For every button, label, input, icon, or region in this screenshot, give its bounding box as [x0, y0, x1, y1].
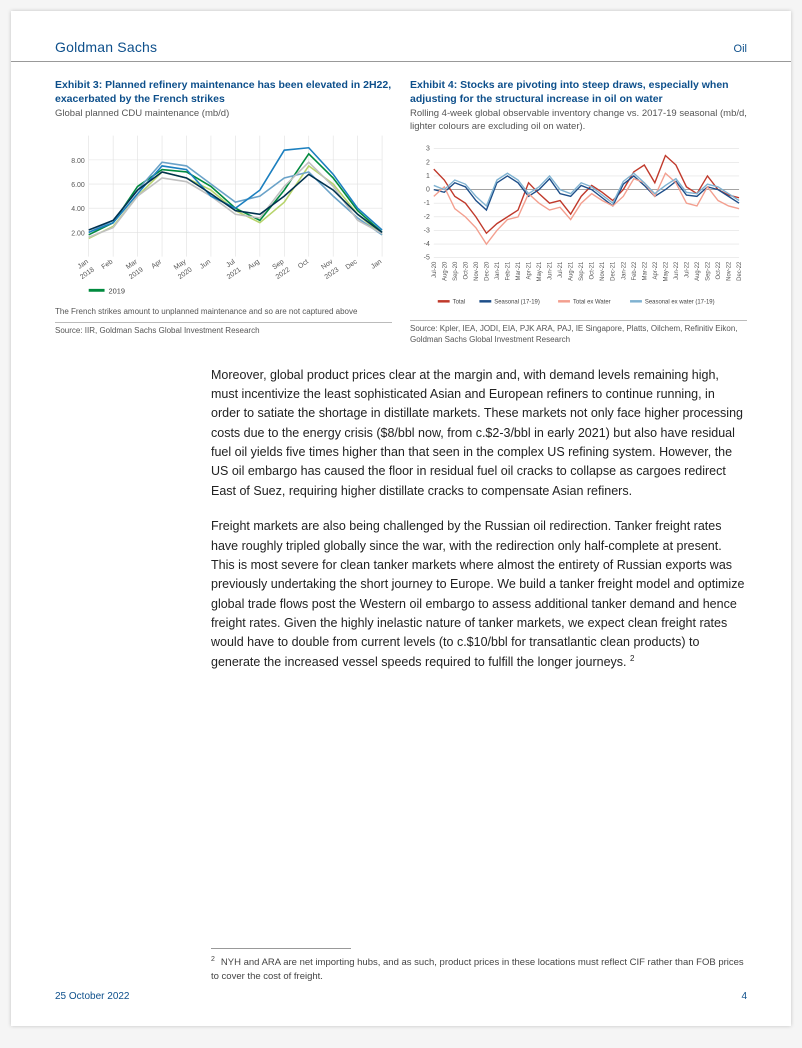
svg-text:Oct-21: Oct-21 [590, 261, 596, 280]
svg-text:Total ex Water: Total ex Water [573, 299, 611, 305]
page-header: Goldman Sachs Oil [11, 11, 791, 62]
svg-text:Jul-21: Jul-21 [558, 261, 564, 278]
exhibit-3-title: Exhibit 3: Planned refinery maintenance … [55, 78, 392, 106]
svg-text:Jun-21: Jun-21 [548, 261, 554, 280]
svg-text:Aug-22: Aug-22 [695, 262, 701, 281]
svg-text:Feb-21: Feb-21 [505, 261, 511, 281]
svg-text:6.00: 6.00 [71, 182, 85, 189]
svg-text:Feb-22: Feb-22 [632, 262, 638, 281]
footer-date: 25 October 2022 [55, 991, 130, 1002]
svg-text:Nov-22: Nov-22 [727, 262, 733, 281]
svg-text:May-21: May-21 [537, 261, 543, 281]
exhibit-4-chart: -5 -4 -3 -2 -1 0 1 2 3 Jul-20 Aug-20 Sep-20 Oct-20 No… [410, 140, 747, 310]
footnote-2: 2NYH and ARA are net importing hubs, and… [211, 955, 747, 983]
exhibit-3-subtitle: Global planned CDU maintenance (mb/d) [55, 108, 392, 121]
svg-text:Aug-21: Aug-21 [569, 261, 575, 281]
svg-text:Mar-22: Mar-22 [642, 262, 648, 281]
svg-text:Oct: Oct [297, 259, 310, 271]
svg-text:3: 3 [426, 146, 430, 153]
svg-text:Jul-22: Jul-22 [684, 262, 690, 278]
exhibit-3-note: The French strikes amount to unplanned m… [55, 301, 392, 318]
brand-name: Goldman Sachs [55, 39, 157, 55]
exhibit-4: Exhibit 4: Stocks are pivoting into stee… [410, 78, 747, 346]
exhibit-4-source: Source: Kpler, IEA, JODI, EIA, PJK ARA, … [410, 320, 747, 346]
exhibit-3-source: Source: IIR, Goldman Sachs Global Invest… [55, 322, 392, 337]
svg-text:Sep-21: Sep-21 [579, 261, 585, 281]
svg-text:Total: Total [453, 299, 466, 305]
svg-text:Sep-22: Sep-22 [705, 262, 711, 281]
svg-text:Aug-20: Aug-20 [442, 261, 448, 281]
svg-text:Mar-21: Mar-21 [516, 261, 522, 281]
exhibit-4-title: Exhibit 4: Stocks are pivoting into stee… [410, 78, 747, 106]
footnote-number: 2 [211, 956, 221, 963]
footer-page: 4 [741, 991, 747, 1002]
svg-text:Sep-20: Sep-20 [453, 261, 459, 281]
body-paragraph-2-text: Freight markets are also being challenge… [211, 519, 744, 669]
body-paragraph-2: Freight markets are also being challenge… [211, 517, 747, 672]
svg-text:4.00: 4.00 [71, 206, 85, 213]
svg-text:2: 2 [426, 159, 430, 166]
exhibit-row: Exhibit 3: Planned refinery maintenance … [11, 62, 791, 350]
svg-text:Jan-22: Jan-22 [621, 262, 627, 280]
svg-text:Apr-22: Apr-22 [653, 262, 659, 280]
svg-text:Seasonal (17-19): Seasonal (17-19) [494, 299, 540, 305]
svg-text:Dec-21: Dec-21 [611, 261, 617, 281]
exhibit-4-subtitle: Rolling 4-week global observable invento… [410, 108, 747, 134]
svg-text:Apr-21: Apr-21 [527, 261, 533, 280]
footnote-rule [211, 948, 351, 949]
svg-text:Jan: Jan [370, 259, 383, 271]
svg-text:-3: -3 [424, 227, 430, 234]
svg-text:8.00: 8.00 [71, 158, 85, 165]
svg-text:Jun: Jun [199, 259, 212, 271]
svg-text:0: 0 [426, 187, 430, 194]
body-paragraph-1: Moreover, global product prices clear at… [211, 366, 747, 502]
svg-text:2019: 2019 [109, 286, 126, 295]
svg-text:Dec-22: Dec-22 [737, 262, 743, 281]
svg-text:-1: -1 [424, 200, 430, 207]
svg-text:Jan-21: Jan-21 [495, 261, 501, 280]
svg-text:Dec-20: Dec-20 [484, 261, 490, 281]
svg-text:Feb: Feb [101, 259, 115, 272]
exhibit-3: Exhibit 3: Planned refinery maintenance … [55, 78, 392, 346]
svg-text:Nov-21: Nov-21 [600, 261, 606, 281]
svg-text:Seasonal ex water (17-19): Seasonal ex water (17-19) [645, 299, 715, 305]
footnote-text: NYH and ARA are net importing hubs, and … [211, 958, 744, 982]
svg-text:-4: -4 [424, 241, 430, 248]
exhibit-3-chart: 2.004.006.008.00Jan2018FebMar2019AprMay2… [55, 127, 392, 297]
svg-text:Nov-20: Nov-20 [474, 261, 480, 281]
svg-text:Jul-20: Jul-20 [432, 261, 438, 278]
svg-text:-5: -5 [424, 255, 430, 262]
svg-text:May-22: May-22 [663, 262, 669, 282]
svg-text:Aug: Aug [247, 259, 261, 272]
svg-text:Dec: Dec [345, 258, 360, 271]
svg-text:-2: -2 [424, 214, 430, 221]
topic-label: Oil [734, 43, 747, 55]
page: Goldman Sachs Oil Exhibit 3: Planned ref… [11, 11, 791, 1026]
svg-text:1: 1 [426, 173, 430, 180]
svg-text:Apr: Apr [150, 258, 163, 270]
svg-text:Oct-22: Oct-22 [716, 262, 722, 280]
body-column: Moreover, global product prices clear at… [11, 350, 791, 984]
svg-text:2.00: 2.00 [71, 231, 85, 238]
svg-text:Oct-20: Oct-20 [463, 261, 469, 280]
page-footer: 25 October 2022 4 [55, 991, 747, 1002]
footnote-ref-2: 2 [630, 654, 634, 663]
svg-text:Jun-22: Jun-22 [674, 262, 680, 280]
